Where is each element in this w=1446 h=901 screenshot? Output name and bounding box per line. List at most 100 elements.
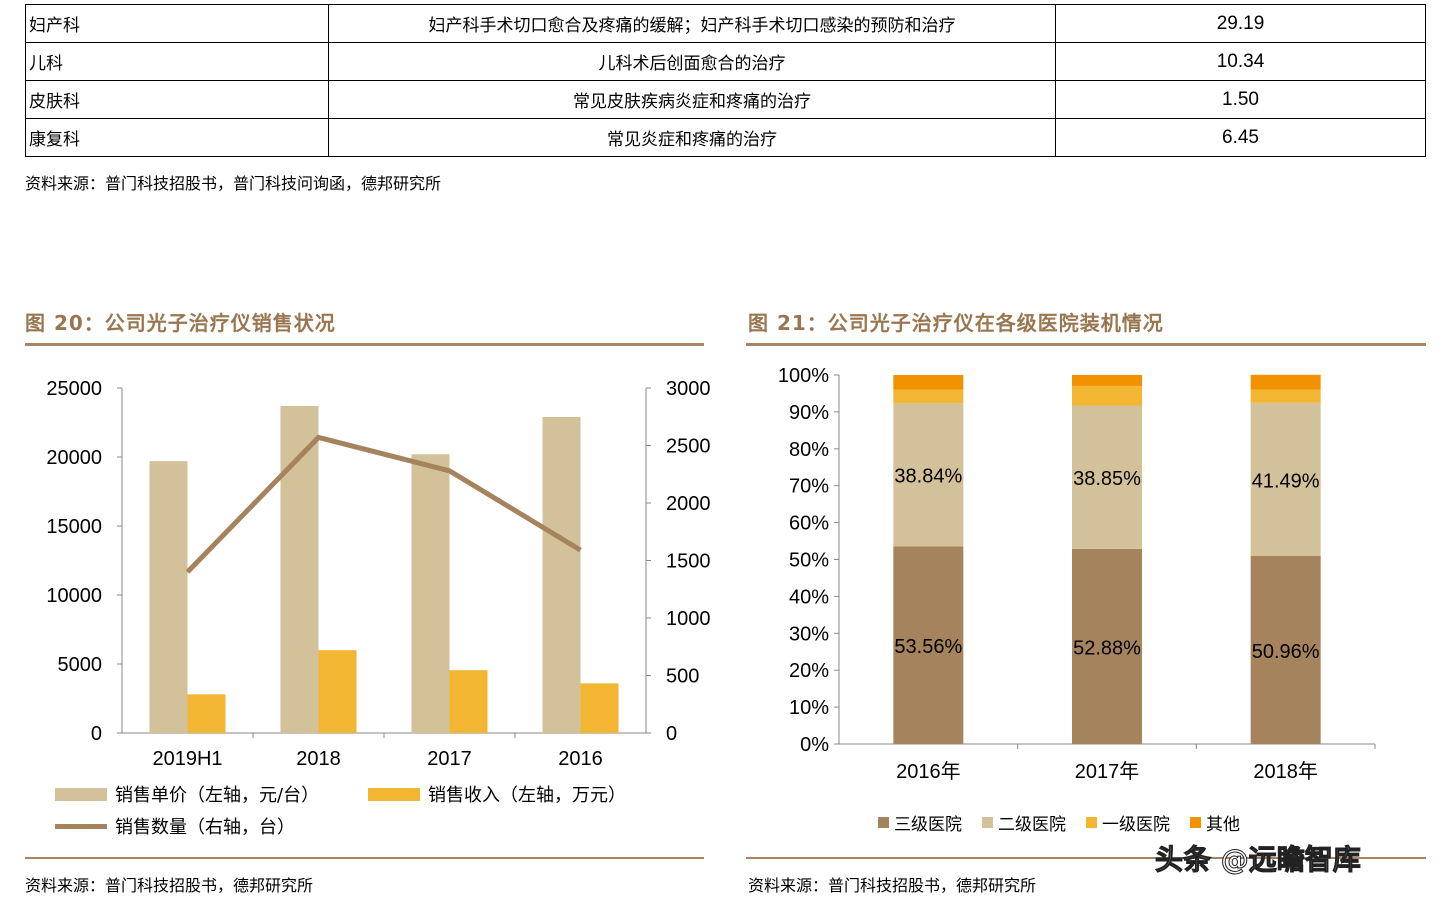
y2-tick-label: 3000: [666, 378, 711, 400]
bar-revenue: [318, 650, 357, 733]
legend-fig21: 三级医院 二级医院 一级医院 其他: [878, 810, 1240, 835]
legend-swatch: [55, 823, 107, 829]
y-tick-label: 25000: [46, 378, 102, 400]
table-source: 资料来源：普门科技招股书，普门科技问询函，德邦研究所: [25, 174, 442, 193]
legend-item: 销售收入（左轴，万元）: [368, 781, 626, 807]
table-row: 康复科 常见炎症和疼痛的治疗 6.45: [25, 118, 1426, 157]
stack-segment: [893, 375, 964, 390]
legend-item: 销售数量（右轴，台）: [55, 813, 295, 839]
x-tick-label: 2016年: [896, 760, 961, 783]
indication-cell: 常见炎症和疼痛的治疗: [328, 118, 1056, 157]
legend-label: 销售单价（左轴，元/台）: [115, 785, 320, 806]
bar-revenue: [449, 670, 488, 733]
bar-revenue: [187, 694, 226, 733]
data-label: 50.96%: [1252, 641, 1320, 663]
bar-price: [542, 416, 581, 733]
y-tick-label: 0: [91, 723, 102, 745]
value-cell: 29.19: [1055, 4, 1426, 43]
divider: [25, 857, 704, 859]
legend-label: 销售数量（右轴，台）: [115, 817, 295, 838]
stack-segment: [1250, 555, 1321, 744]
divider: [746, 343, 1426, 346]
bar-revenue: [580, 683, 619, 733]
x-tick-label: 2019H1: [152, 748, 222, 770]
y-tick-label: 60%: [789, 513, 829, 535]
table-row: 儿科 儿科术后创面愈合的治疗 10.34: [25, 42, 1426, 81]
stack-segment: [1250, 389, 1321, 403]
stack-segment: [893, 389, 964, 404]
indication-table: 妇产科 妇产科手术切口愈合及疼痛的缓解；妇产科手术切口感染的预防和治疗 29.19 儿…: [25, 4, 1426, 157]
x-tick-label: 2018年: [1253, 760, 1318, 783]
fig20-title: 图 20：公司光子治疗仪销售状况: [25, 311, 336, 335]
stack-segment: [893, 403, 964, 547]
y2-tick-label: 2000: [666, 493, 711, 515]
dept-cell: 康复科: [25, 118, 329, 157]
dept-cell: 妇产科: [25, 4, 329, 43]
bar-price: [149, 461, 188, 733]
dept-cell: 儿科: [25, 42, 329, 81]
y-tick-label: 20%: [789, 660, 829, 682]
data-label: 52.88%: [1073, 637, 1141, 659]
value-cell: 10.34: [1055, 42, 1426, 81]
x-tick-label: 2017年: [1075, 760, 1140, 783]
y-tick-label: 80%: [789, 439, 829, 461]
stack-segment: [1072, 385, 1142, 406]
legend-label: 二级医院: [998, 815, 1066, 835]
quantity-line: [185, 434, 582, 574]
fig21-title: 图 21：公司光子治疗仪在各级医院装机情况: [748, 311, 1164, 335]
y-tick-label: 20000: [46, 447, 102, 469]
y-tick-label: 70%: [789, 476, 829, 498]
y-tick-label: 10000: [46, 585, 102, 607]
stack-segment: [1250, 402, 1321, 556]
y2-tick-label: 2500: [666, 436, 711, 458]
table-row: 皮肤科 常见皮肤疾病炎症和疼痛的治疗 1.50: [25, 80, 1426, 119]
stack-segment: [1250, 374, 1321, 390]
stack-segment: [1072, 548, 1142, 744]
indication-cell: 常见皮肤疾病炎症和疼痛的治疗: [328, 80, 1056, 119]
sales-chart: 0 5000 10000 15000 20000 25000 0 500 1000 1500 200…: [46, 378, 711, 770]
data-label: 53.56%: [894, 636, 962, 658]
stack-segment: [1072, 374, 1142, 386]
hospital-chart: 0% 10% 20% 30% 40% 50% 60% 70% 80% 90% 100% 2016年 53…: [778, 365, 1376, 783]
y-tick-label: 90%: [789, 402, 829, 424]
y-tick-label: 100%: [778, 365, 829, 387]
watermark: 头条 @远瞻智库: [1155, 843, 1362, 877]
legend-item: 销售单价（左轴，元/台）: [55, 781, 319, 807]
value-cell: 1.50: [1055, 80, 1426, 119]
divider: [746, 857, 1426, 859]
y-tick-label: 15000: [46, 516, 102, 538]
stack-segment: [1072, 405, 1142, 549]
divider: [25, 343, 704, 346]
indication-cell: 妇产科手术切口愈合及疼痛的缓解；妇产科手术切口感染的预防和治疗: [328, 4, 1056, 43]
bar-price: [411, 454, 450, 733]
y-tick-label: 5000: [58, 654, 103, 676]
legend-label: 其他: [1206, 815, 1240, 835]
x-tick-label: 2018: [296, 748, 341, 770]
legend-label: 销售收入（左轴，万元）: [428, 785, 626, 806]
stack-segment: [893, 546, 964, 744]
data-label: 38.84%: [894, 466, 962, 488]
legend-swatch: [55, 787, 107, 801]
table-row: 妇产科 妇产科手术切口愈合及疼痛的缓解；妇产科手术切口感染的预防和治疗 29.19: [25, 4, 1426, 43]
dept-cell: 皮肤科: [25, 80, 329, 119]
fig21-source: 资料来源：普门科技招股书，德邦研究所: [748, 876, 1037, 895]
y-tick-label: 50%: [789, 550, 829, 572]
legend-swatch: [368, 787, 420, 801]
y-tick-label: 0%: [800, 734, 829, 756]
data-label: 38.85%: [1073, 468, 1141, 490]
fig20-source: 资料来源：普门科技招股书，德邦研究所: [25, 876, 314, 895]
value-cell: 6.45: [1055, 118, 1426, 157]
data-label: 41.49%: [1252, 470, 1320, 492]
y2-tick-label: 1500: [666, 551, 711, 573]
y-tick-label: 40%: [789, 586, 829, 608]
y-tick-label: 10%: [789, 697, 829, 719]
x-tick-label: 2016: [558, 748, 603, 770]
y2-tick-label: 0: [666, 723, 677, 745]
legend-label: 一级医院: [1102, 815, 1170, 835]
legend-label: 三级医院: [894, 815, 962, 835]
x-tick-label: 2017: [427, 748, 472, 770]
y2-tick-label: 500: [666, 666, 699, 688]
y2-tick-label: 1000: [666, 608, 711, 630]
y-tick-label: 30%: [789, 623, 829, 645]
indication-cell: 儿科术后创面愈合的治疗: [328, 42, 1056, 81]
